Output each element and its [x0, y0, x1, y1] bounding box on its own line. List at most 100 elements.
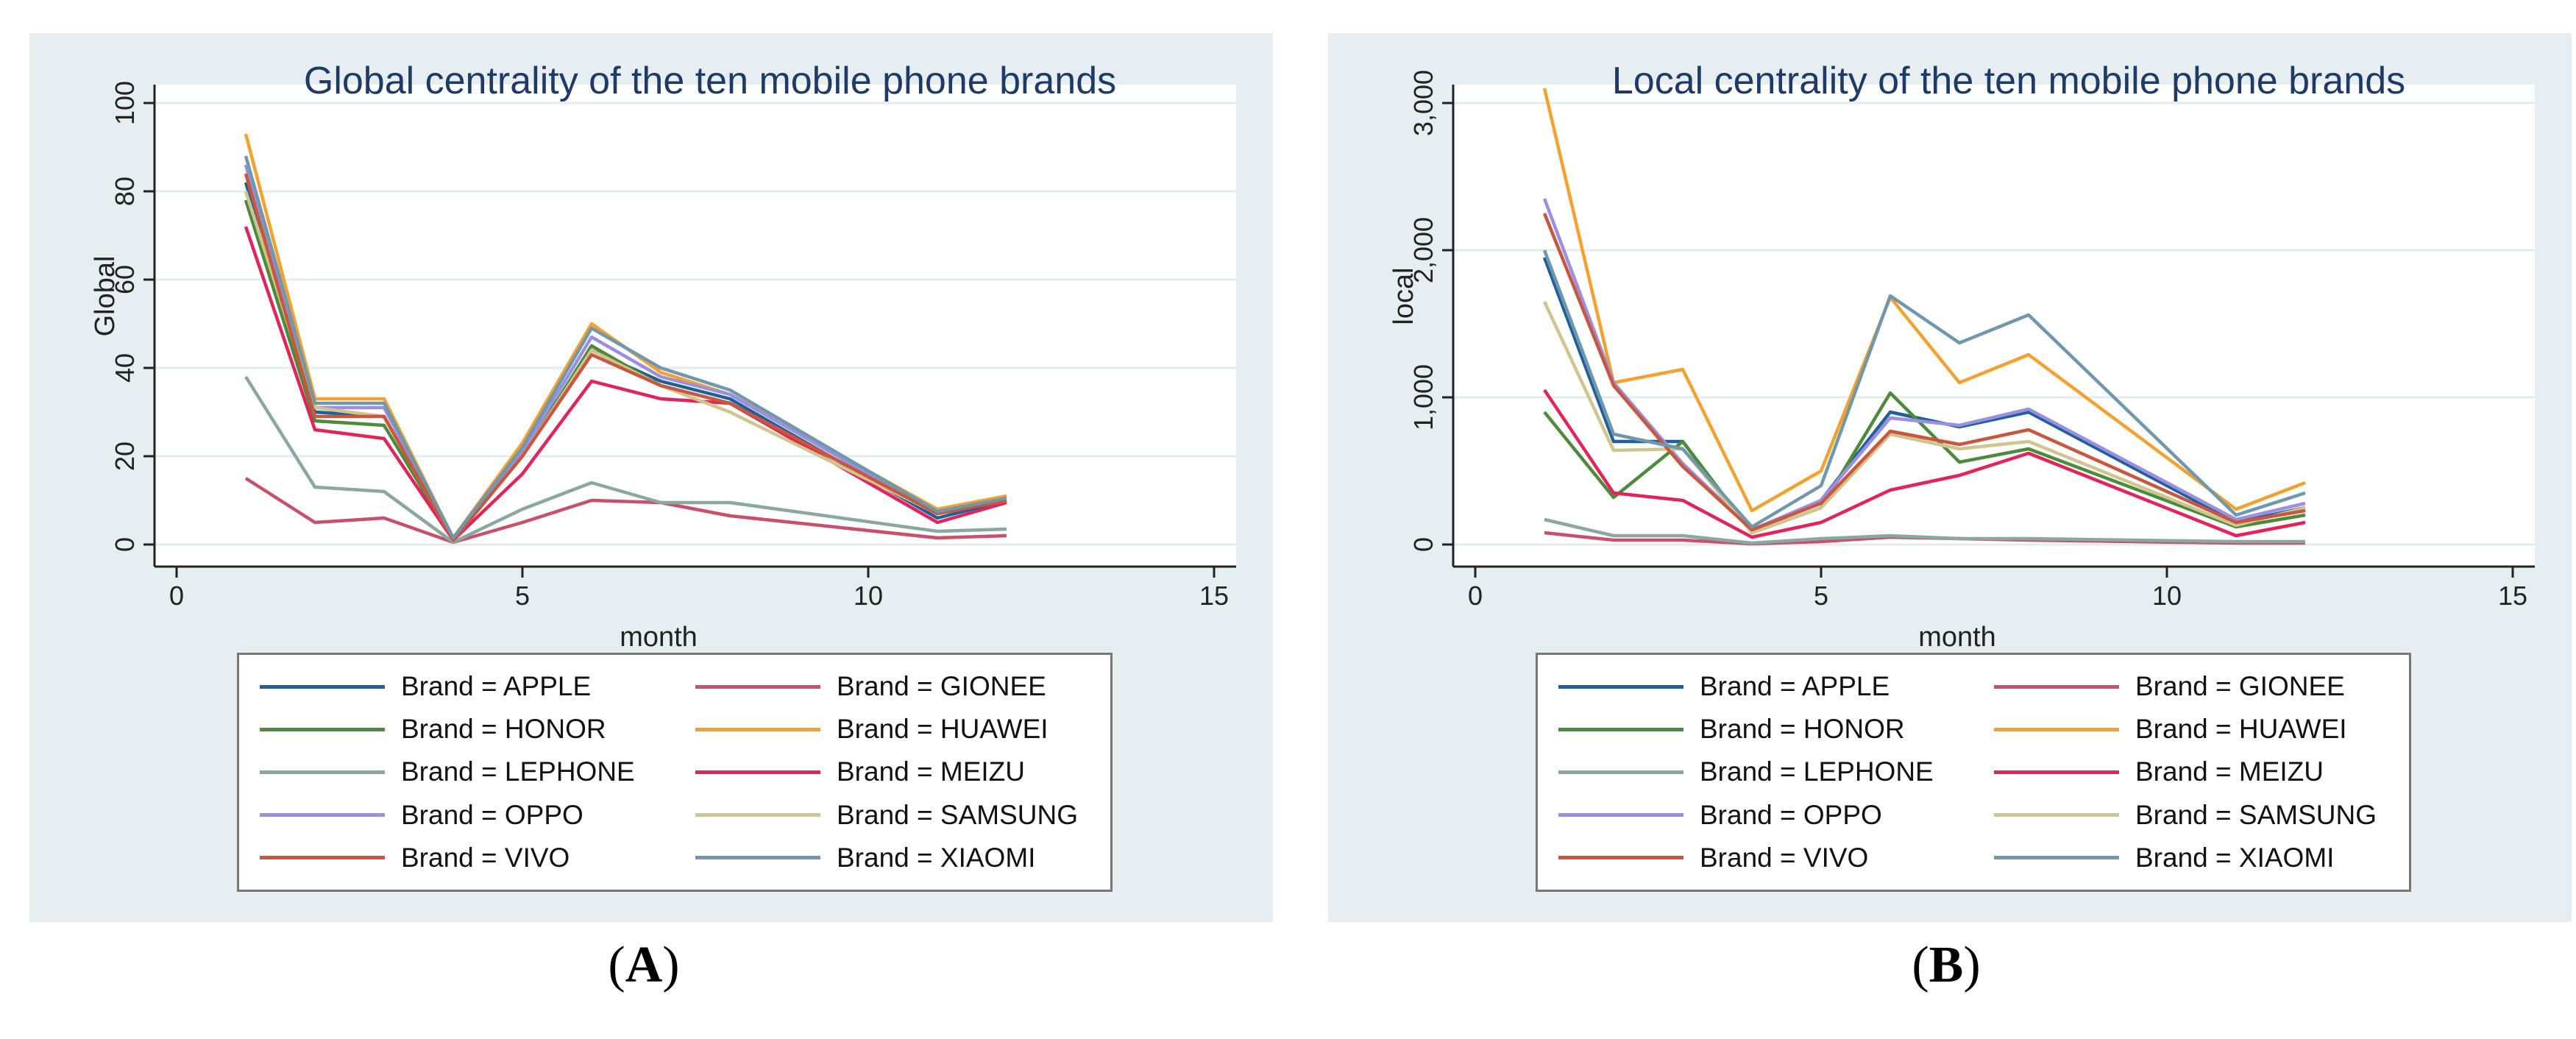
series-line-lephone: [1544, 517, 2305, 545]
legend-label: Brand = OPPO: [401, 799, 583, 830]
y-tick-label: 0: [1408, 537, 1438, 552]
legend-item-apple: Brand = APPLE: [1538, 665, 1973, 708]
legend-item-xiaomi: Brand = XIAOMI: [1973, 837, 2409, 879]
legend-item-oppo: Brand = OPPO: [1538, 794, 1973, 837]
x-tick-label: 10: [2152, 581, 2182, 611]
legend-key: [1994, 727, 2119, 731]
legend-item-apple: Brand = APPLE: [239, 665, 675, 708]
legend-item-honor: Brand = HONOR: [239, 708, 675, 751]
y-axis-title: Global: [90, 256, 121, 337]
legend-item-vivo: Brand = VIVO: [1538, 837, 1973, 879]
series-line-meizu: [1543, 389, 2306, 539]
legend-label: Brand = APPLE: [401, 671, 592, 702]
legend-key: [1994, 856, 2119, 860]
legend-label: Brand = LEPHONE: [1700, 756, 1934, 787]
legend-b: Brand = APPLE Brand = GIONEE Brand = HONOR…: [1536, 653, 2411, 892]
legend-label: Brand = SAMSUNG: [2135, 799, 2377, 830]
paren-open-b: (: [1912, 937, 1929, 993]
series-line-xiaomi: [1542, 249, 2306, 529]
panel-letter-a: A: [625, 937, 663, 993]
legend-item-samsung: Brand = SAMSUNG: [675, 794, 1110, 837]
legend-label: Brand = VIVO: [401, 842, 570, 873]
legend-label: Brand = HUAWEI: [837, 714, 1049, 745]
legend-key: [260, 813, 385, 818]
panel-label-b: (B): [1873, 936, 2020, 995]
legend-key: [1558, 856, 1683, 860]
x-axis-title: month: [620, 622, 698, 653]
legend-item-huawei: Brand = HUAWEI: [675, 708, 1110, 751]
legend-label: Brand = XIAOMI: [837, 842, 1036, 873]
chart-title: Global centrality of the ten mobile phon…: [304, 60, 1116, 102]
x-tick-label: 0: [1468, 581, 1483, 611]
series-line-vivo: [244, 173, 1007, 542]
y-tick-label: 20: [110, 442, 140, 471]
legend-item-oppo: Brand = OPPO: [239, 794, 675, 837]
legend-item-gionee: Brand = GIONEE: [1973, 665, 2409, 708]
y-tick-label: 2,000: [1408, 217, 1438, 283]
paren-close-a: ): [662, 937, 680, 993]
paren-close-b: ): [1963, 937, 1981, 993]
legend-key: [1994, 684, 2119, 689]
legend-key: [1994, 813, 2119, 818]
legend-label: Brand = XIAOMI: [2135, 842, 2335, 873]
panel-a: 0 20 40 60 80 100 0 5 10 15 Global centrality of t…: [29, 33, 1273, 922]
x-tick-label: 5: [515, 581, 530, 611]
legend-label: Brand = MEIZU: [2135, 756, 2324, 787]
x-tick-label: 15: [1199, 581, 1229, 611]
panel-label-a: (A): [570, 936, 717, 995]
legend-label: Brand = OPPO: [1700, 799, 1882, 830]
legend-label: Brand = HONOR: [1700, 714, 1905, 745]
x-axis-title: month: [1918, 622, 1996, 653]
legend-item-lephone: Brand = LEPHONE: [1538, 751, 1973, 793]
panel-b: 0 1,000 2,000 3,000 0 5 10 15 Local centrality o…: [1328, 33, 2572, 922]
legend-key: [1558, 684, 1683, 689]
legend-key: [1558, 770, 1683, 774]
legend-item-xiaomi: Brand = XIAOMI: [675, 837, 1110, 879]
legend-label: Brand = VIVO: [1700, 842, 1869, 873]
y-tick-label: 40: [110, 353, 140, 383]
legend-item-vivo: Brand = VIVO: [239, 837, 675, 879]
legend-key: [695, 856, 820, 860]
series-line-xiaomi: [244, 155, 1007, 540]
series-line-huawei: [1542, 88, 2306, 513]
chart-title: Local centrality of the ten mobile phone…: [1612, 60, 2405, 102]
y-axis-title: local: [1388, 267, 1419, 325]
series-line-lephone: [244, 375, 1007, 545]
legend-label: Brand = HUAWEI: [2135, 714, 2347, 745]
legend-key: [260, 684, 385, 689]
y-tick-label: 80: [110, 177, 140, 206]
legend-key: [260, 727, 385, 731]
legend-label: Brand = GIONEE: [2135, 671, 2345, 702]
series-line-gionee: [244, 477, 1007, 545]
x-tick-label: 15: [2498, 581, 2527, 611]
legend-key: [695, 727, 820, 731]
legend-key: [260, 856, 385, 860]
series-line-vivo: [1542, 213, 2306, 532]
series-line-oppo: [244, 164, 1007, 540]
legend-label: Brand = MEIZU: [837, 756, 1026, 787]
y-tick-label: 3,000: [1408, 70, 1438, 136]
legend-key: [1558, 813, 1683, 818]
legend-label: Brand = GIONEE: [837, 671, 1046, 702]
x-tick-label: 5: [1814, 581, 1828, 611]
legend-key: [260, 770, 385, 774]
legend-item-meizu: Brand = MEIZU: [1973, 751, 2409, 793]
legend-item-meizu: Brand = MEIZU: [675, 751, 1110, 793]
legend-item-huawei: Brand = HUAWEI: [1973, 708, 2409, 751]
series-line-oppo: [1542, 198, 2306, 532]
series-line-samsung: [1542, 301, 2306, 535]
legend-a: Brand = APPLE Brand = GIONEE Brand = HONOR…: [237, 653, 1113, 892]
legend-key: [695, 770, 820, 774]
plot-area: [1453, 85, 2535, 567]
legend-key: [695, 813, 820, 818]
legend-item-lephone: Brand = LEPHONE: [239, 751, 675, 793]
series-line-honor: [1543, 391, 2306, 535]
legend-label: Brand = SAMSUNG: [837, 799, 1078, 830]
y-tick-label: 0: [110, 537, 140, 552]
legend-label: Brand = APPLE: [1700, 671, 1890, 702]
chart-b: 0 1,000 2,000 3,000 0 5 10 15 Local centrality o…: [1388, 60, 2535, 653]
y-tick-label: 60: [110, 265, 140, 294]
legend-key: [695, 684, 820, 689]
x-tick-label: 0: [169, 581, 184, 611]
legend-key: [1558, 727, 1683, 731]
